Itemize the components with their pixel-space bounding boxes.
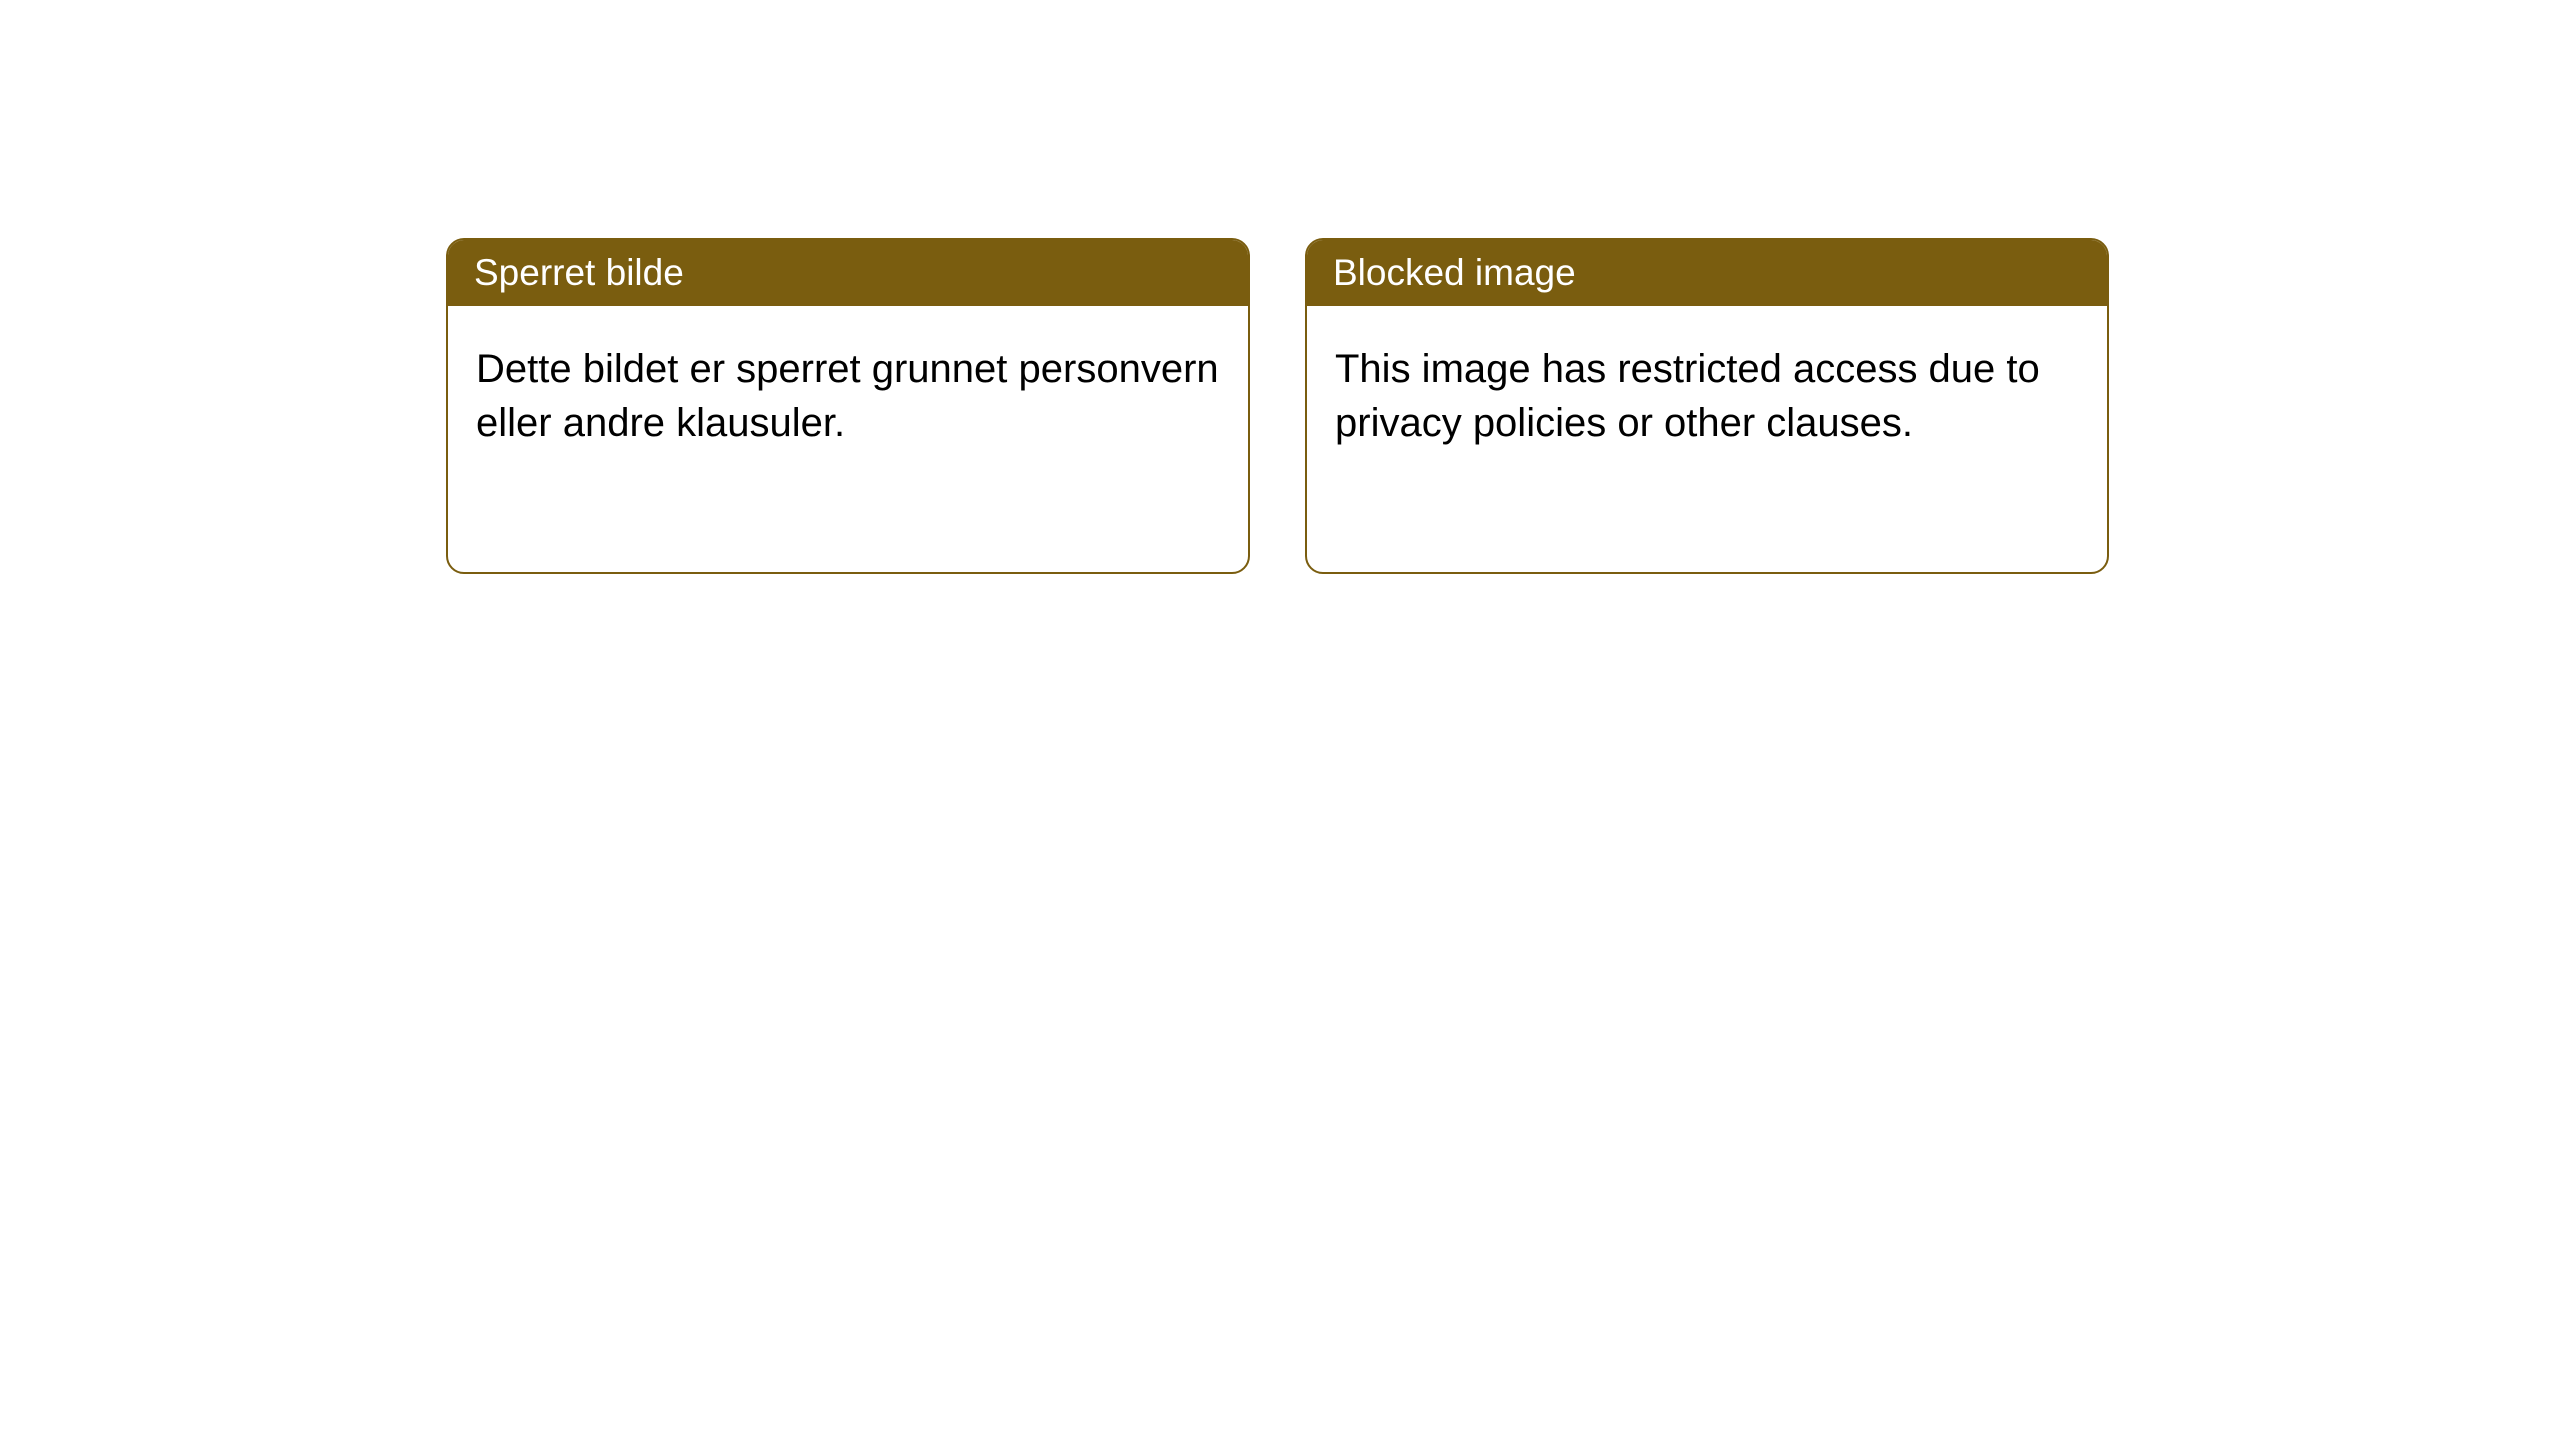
notice-card-en-body: This image has restricted access due to …	[1307, 306, 2107, 486]
notice-card-no-title: Sperret bilde	[448, 240, 1248, 306]
notice-card-no: Sperret bilde Dette bildet er sperret gr…	[446, 238, 1250, 574]
notice-card-no-body: Dette bildet er sperret grunnet personve…	[448, 306, 1248, 486]
notice-card-en: Blocked image This image has restricted …	[1305, 238, 2109, 574]
notice-card-en-title: Blocked image	[1307, 240, 2107, 306]
notice-container: Sperret bilde Dette bildet er sperret gr…	[446, 238, 2109, 574]
